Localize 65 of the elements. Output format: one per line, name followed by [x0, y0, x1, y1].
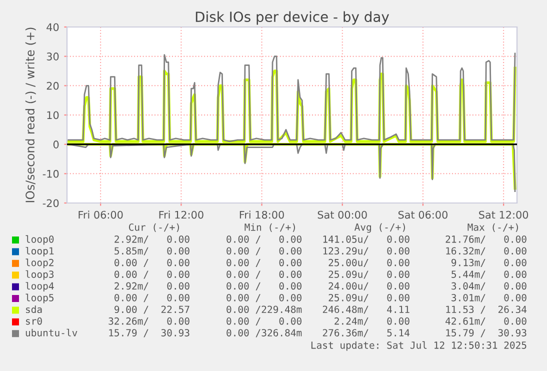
text: 9.00 / 22.57: [114, 306, 190, 314]
y-tick-label: 20: [46, 82, 59, 90]
x-tick-label: Sat 00:00: [318, 210, 367, 219]
legend-label: loop3: [26, 270, 54, 280]
text: 21.76m/ 0.00: [446, 235, 526, 244]
legend-label: ubuntu-lv: [26, 328, 78, 336]
text: Max (-/+): [468, 223, 518, 232]
text: 15.79 / 30.93: [109, 329, 190, 338]
legend-label: loop2: [26, 258, 54, 268]
text: 0.00 / 0.00: [114, 270, 190, 279]
text: 0.00 / 0.00: [226, 317, 302, 326]
text: 276.36m/ 5.14: [322, 329, 410, 338]
legend-label: loop4: [26, 282, 54, 292]
x-tick-label: Fri 06:00: [78, 210, 123, 219]
chart-title: Disk IOs per device - by day: [196, 11, 390, 25]
y-tick-label: 30: [46, 52, 59, 60]
text: 141.05u/ 0.00: [323, 235, 410, 244]
text: 0.00 /326.84m: [226, 329, 302, 338]
text: 11.53 / 26.34: [446, 306, 527, 314]
legend-label: loop1: [26, 246, 54, 256]
text: 16.32m/ 0.00: [446, 247, 526, 256]
text: 0.00 / 0.00: [226, 247, 302, 256]
y-tick-label: 40: [46, 23, 59, 32]
text: 25.00u/ 0.00: [328, 258, 410, 268]
text: Last update: Sat Jul 12 12:50:31 2025: [311, 341, 526, 351]
y-tick-label: 0: [53, 140, 59, 148]
text: 0.00 / 0.00: [226, 282, 302, 290]
text: 0.00 / 0.00: [114, 258, 190, 268]
text: 0.00 /229.48m: [226, 306, 302, 314]
text: 3.01m/ 0.00: [452, 294, 526, 302]
text: Avg (-/+): [354, 223, 405, 233]
text: 2.92m/ 0.00: [114, 282, 190, 290]
x-tick-label: Sat 06:00: [398, 210, 448, 219]
text: 42.61m/ 0.00: [446, 317, 526, 326]
text: 25.09u/ 0.00: [328, 294, 410, 302]
text: 5.85m/ 0.00: [114, 247, 190, 256]
legend-label: sr0: [26, 317, 42, 325]
text: 0.00 / 0.00: [226, 294, 302, 302]
y-tick-label: -20: [42, 199, 59, 208]
text: 32.26m/ 0.00: [108, 317, 190, 326]
y-tick-label: 10: [47, 111, 59, 120]
y-tick-label: -10: [42, 170, 59, 178]
text: 0.00 / 0.00: [114, 294, 190, 302]
text: 0.00 / 0.00: [226, 270, 302, 279]
text: Cur (-/+): [128, 223, 179, 232]
text: 2.92m/ 0.00: [114, 235, 190, 244]
text: 24.00u/ 0.00: [328, 282, 410, 290]
text: 5.44m/ 0.00: [452, 270, 526, 279]
text: 246.48m/ 4.11: [322, 306, 410, 314]
text: 15.79 / 30.93: [446, 329, 526, 338]
legend-label: sda: [26, 306, 42, 314]
text: 123.29u/ 0.00: [323, 247, 410, 256]
text: 0.00 / 0.00: [226, 235, 302, 244]
text: 3.04m/ 0.00: [452, 282, 526, 290]
legend-label: loop0: [26, 235, 54, 245]
x-tick-label: Fri 12:00: [159, 210, 204, 219]
text: 25.09u/ 0.00: [328, 270, 410, 279]
text: 2.24m/ 0.00: [334, 317, 410, 326]
text: 9.13m/ 0.00: [452, 258, 526, 268]
x-tick-label: Fri 18:00: [240, 210, 284, 219]
y-axis-title: IOs/second read (-) / write (+): [25, 28, 36, 202]
x-tick-label: Sat 12:00: [479, 210, 528, 219]
text: Min (-/+): [244, 223, 295, 232]
text: 0.00 / 0.00: [226, 258, 302, 268]
legend-label: loop5: [26, 294, 54, 304]
